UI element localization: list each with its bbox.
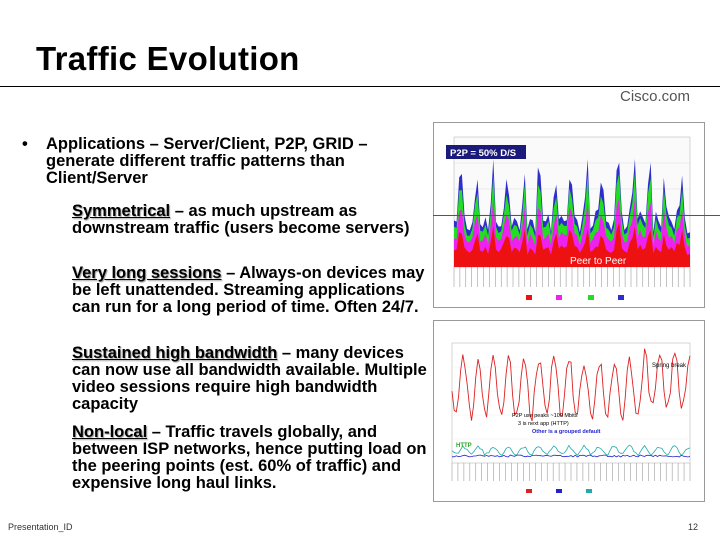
annotation-other: Other is a grouped default	[532, 429, 601, 435]
subpoint-term: Sustained high bandwidth	[72, 344, 278, 362]
annotation-next-app: 3 is next app (HTTP)	[518, 421, 569, 427]
p2p-badge-bg	[446, 145, 526, 159]
x-axis-ticks	[451, 463, 691, 481]
peer-to-peer-label: Peer to Peer	[570, 256, 627, 267]
annotation-spring-break: Spring break	[652, 363, 687, 369]
subpoint-term: Symmetrical	[72, 202, 171, 220]
footer-presentation-id: Presentation_ID	[8, 522, 73, 532]
area-series-red	[454, 222, 690, 267]
subpoint-long-sessions: Very long sessions – Always-on devices m…	[72, 265, 432, 316]
bullet-dot: •	[22, 135, 28, 153]
line-series-blue	[452, 454, 691, 458]
subpoint-symmetrical: Symmetrical – as much upstream as downst…	[72, 203, 432, 237]
usage-line-chart: Spring break P2P use peaks ~100 Mbits 3 …	[433, 320, 705, 502]
subpoint-text: – as much upstream as downstream traffic…	[72, 202, 410, 237]
subpoint-text: – many devices can now use all bandwidth…	[72, 344, 427, 413]
p2p-chart-svg: P2P = 50% D/S Peer to Peer	[446, 136, 691, 300]
subpoint-text: – Traffic travels globally, and between …	[72, 423, 427, 492]
slide-title: Traffic Evolution	[36, 40, 300, 77]
legend	[526, 489, 592, 493]
line-series-teal	[451, 444, 691, 457]
footer-page-number: 12	[687, 522, 698, 532]
subpoint-term: Very long sessions	[72, 264, 222, 282]
title-rule	[0, 86, 720, 87]
line-chart-svg: Spring break P2P use peaks ~100 Mbits 3 …	[451, 342, 691, 493]
annotation-p2p-peaks: P2P use peaks ~100 Mbits	[512, 413, 578, 419]
subpoint-text: – Always-on devices may be left unattend…	[72, 264, 425, 316]
divider-line	[433, 215, 720, 216]
subpoint-term: Non-local	[72, 423, 148, 441]
annotation-http: HTTP	[456, 443, 472, 449]
p2p-badge: P2P = 50% D/S	[450, 148, 516, 159]
subpoint-high-bandwidth: Sustained high bandwidth – many devices …	[72, 345, 432, 413]
subpoint-non-local: Non-local – Traffic travels globally, an…	[72, 424, 432, 492]
x-axis-ticks	[453, 267, 691, 287]
line-series-red	[451, 348, 691, 422]
legend	[526, 295, 624, 300]
bullet-text: Applications – Server/Client, P2P, GRID …	[46, 135, 368, 187]
brand-logo: Cisco.com	[619, 88, 690, 105]
